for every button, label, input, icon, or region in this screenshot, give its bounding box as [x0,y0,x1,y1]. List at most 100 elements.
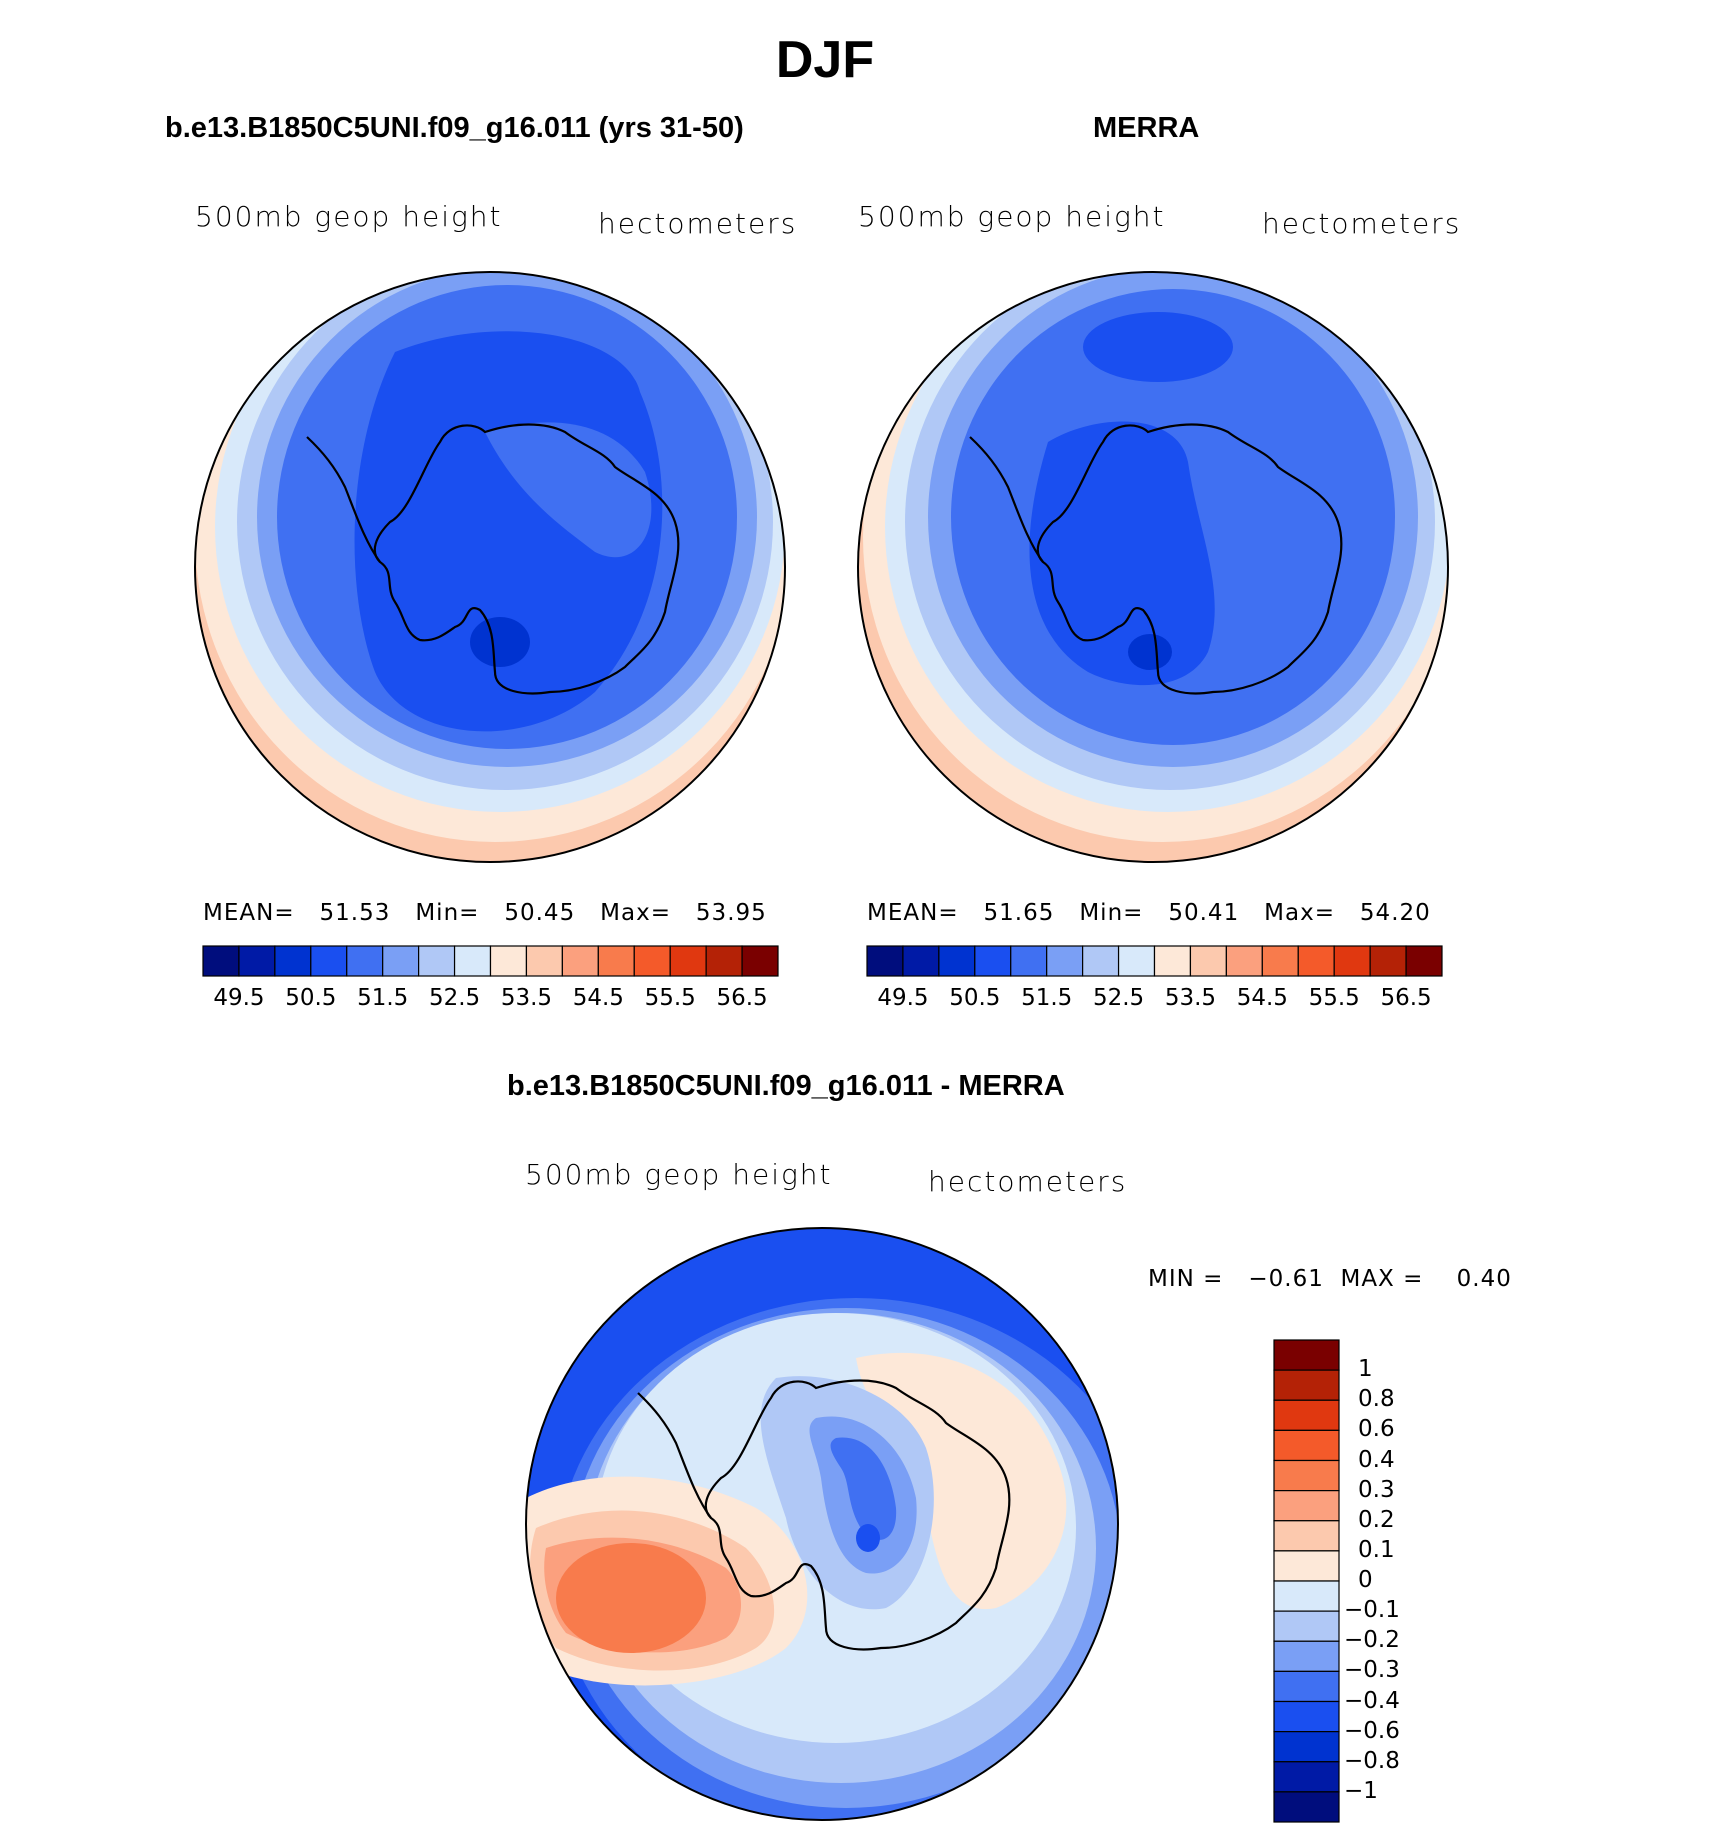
model-colorbar-swatch [418,945,456,977]
diff-colorbar-swatch [1273,1731,1340,1763]
panel-model-subtitle: b.e13.B1850C5UNI.f09_g16.011 (yrs 31-50) [165,112,744,144]
merra-coastline-peninsula [969,436,1044,563]
model-field-plateau [485,422,652,558]
diff-colorbar-tick-label: 0.2 [1358,1506,1395,1533]
panel-model-colorbar-labels: 49.5 50.5 51.5 52.5 53.5 54.5 55.5 56.5 [203,985,778,1015]
panel-merra-colorbar [866,945,1443,977]
merra-field-band-7 [1029,421,1215,686]
merra-colorbar-tick-label: 53.5 [1164,985,1217,1011]
diff-colorbar-tick-label: 0.6 [1358,1416,1395,1443]
merra-colorbar-swatch [902,945,940,977]
model-colorbar-tick-label: 53.5 [500,985,553,1011]
merra-colorbar-swatch [1225,945,1263,977]
panel-model-colorbar [202,945,779,977]
merra-colorbar-swatch [974,945,1012,977]
merra-colorbar-swatch [938,945,976,977]
diff-colorbar-tick-label: 0.4 [1358,1446,1395,1473]
diff-colorbar-swatch [1273,1550,1340,1582]
panel-merra-field-label: 500mb geop height [858,200,1166,233]
merra-colorbar-swatch [1010,945,1048,977]
model-colorbar-tick-label: 52.5 [428,985,481,1011]
model-colorbar-swatch [705,945,743,977]
model-colorbar-swatch [633,945,671,977]
model-colorbar-tick-label: 55.5 [644,985,696,1011]
diff-colorbar-swatch [1273,1459,1340,1492]
model-coastline [373,423,680,695]
model-colorbar-tick-label: 50.5 [285,985,337,1011]
model-colorbar-tick-label: 51.5 [357,985,409,1011]
diff-colorbar-tick-label: 0 [1358,1567,1373,1593]
diff-colorbar-swatch [1273,1339,1340,1371]
merra-colorbar-tick-label: 50.5 [949,985,1001,1011]
model-colorbar-swatch [382,945,420,977]
diff-colorbar-swatch [1273,1791,1340,1823]
diff-field-positive-east [856,1352,1067,1610]
diff-colorbar-tick-label: −0.2 [1344,1627,1400,1654]
diff-colorbar-tick-label: −0.3 [1344,1657,1400,1684]
diff-colorbar-tick-label: −0.1 [1344,1597,1400,1624]
merra-colorbar-swatch [1333,945,1371,977]
merra-colorbar-tick-label: 56.5 [1380,985,1432,1011]
model-colorbar-swatch [274,945,312,977]
model-colorbar-swatch [238,945,276,977]
diff-colorbar-labels: 1 0.8 0.6 0.4 0.3 0.2 0.1 0 −0.1 −0.2 −0.3 −0.4 −0.6… [1344,1340,1464,1822]
diff-subtitle: b.e13.B1850C5UNI.f09_g16.011 - MERRA [507,1070,1065,1102]
merra-colorbar-swatch [866,945,904,977]
panel-model-stats: MEAN= 51.53 Min= 50.45 Max= 53.95 [203,900,767,926]
diff-colorbar-tick-label: −0.6 [1344,1717,1400,1744]
model-colorbar-tick-label: 54.5 [572,985,624,1011]
merra-coastline [1036,423,1343,695]
panel-merra-units-label: hectometers [1262,207,1462,240]
merra-colorbar-tick-label: 54.5 [1236,985,1288,1011]
diff-field-label: 500mb geop height [525,1158,833,1191]
merra-colorbar-tick-label: 55.5 [1308,985,1360,1011]
merra-colorbar-swatch [1297,945,1335,977]
model-colorbar-swatch [525,945,563,977]
diff-colorbar-tick-label: 1 [1358,1356,1373,1383]
diff-colorbar-swatch [1273,1399,1340,1431]
merra-colorbar-swatch [1117,945,1156,977]
model-colorbar-swatch [561,945,599,977]
merra-colorbar-swatch [1153,945,1192,977]
merra-colorbar-swatch [1261,945,1299,977]
figure-title: DJF [775,31,875,89]
model-colorbar-swatch [597,945,635,977]
diff-colorbar-tick-label: −0.4 [1344,1687,1400,1714]
diff-colorbar [1273,1339,1340,1823]
diff-field-positive-max [556,1543,706,1653]
merra-colorbar-swatch [1405,945,1443,977]
model-colorbar-swatch [453,945,492,977]
diff-colorbar-tick-label: 0.1 [1358,1536,1395,1563]
model-colorbar-tick-label: 56.5 [716,985,768,1011]
model-colorbar-swatch [741,945,779,977]
diff-colorbar-swatch [1273,1640,1340,1672]
model-colorbar-tick-label: 49.5 [213,985,265,1011]
diff-colorbar-swatch [1273,1490,1340,1522]
panel-model-map [194,271,786,863]
diff-map [525,1227,1119,1821]
merra-colorbar-swatch [1369,945,1407,977]
diff-coastline-peninsula [637,1392,712,1519]
diff-colorbar-tick-label: 0.3 [1358,1476,1395,1503]
panel-merra-subtitle: MERRA [1093,112,1200,144]
diff-colorbar-swatch [1273,1670,1340,1703]
panel-model-units-label: hectometers [598,207,798,240]
panel-merra-stats: MEAN= 51.65 Min= 50.41 Max= 54.20 [867,900,1431,926]
diff-colorbar-swatch [1273,1580,1340,1612]
merra-colorbar-swatch [1046,945,1084,977]
merra-colorbar-swatch [1189,945,1227,977]
merra-colorbar-tick-label: 51.5 [1021,985,1073,1011]
diff-colorbar-swatch [1273,1369,1340,1401]
model-colorbar-swatch [489,945,528,977]
merra-colorbar-tick-label: 52.5 [1092,985,1145,1011]
diff-colorbar-tick-label: 0.8 [1358,1386,1395,1413]
diff-field-negative-min-center [856,1524,880,1552]
merra-field-low-center [1128,634,1172,670]
model-colorbar-swatch [346,945,384,977]
diff-colorbar-swatch [1273,1700,1340,1733]
diff-colorbar-swatch [1273,1429,1340,1462]
diff-coastline [704,1379,1011,1651]
merra-colorbar-tick-label: 49.5 [877,985,929,1011]
model-field-low-center [470,617,530,667]
model-colorbar-swatch [310,945,348,977]
